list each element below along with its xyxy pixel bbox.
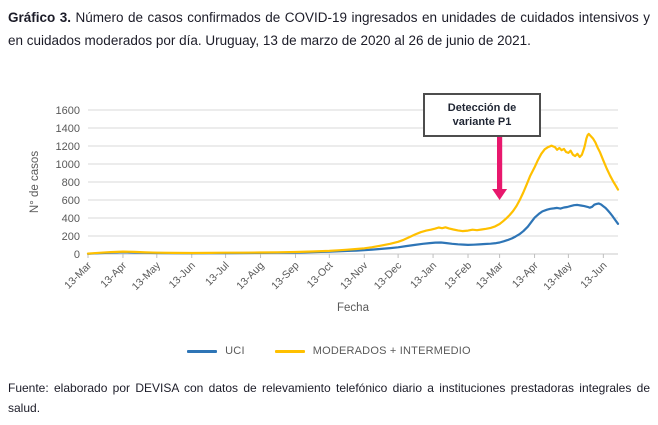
y-gridlines <box>88 109 618 255</box>
svg-text:13-Aug: 13-Aug <box>234 260 267 293</box>
svg-text:13-Jul: 13-Jul <box>203 260 232 289</box>
source-note: Fuente: elaborado por DEVISA con datos d… <box>8 381 650 415</box>
uci-line-swatch <box>187 349 218 353</box>
moderados-line-swatch <box>274 349 305 353</box>
legend-item-moderados: MODERADOS + INTERMEDIO <box>274 345 471 357</box>
svg-text:13-May: 13-May <box>541 259 575 293</box>
x-tick-labels: 13-Mar 13-Apr 13-May 13-Jun 13-Jul 13-Aug 13-S… <box>62 254 610 293</box>
svg-text:1400: 1400 <box>56 123 80 135</box>
legend-label-uci: UCI <box>225 345 245 357</box>
series-line-moderados-intermedio <box>86 132 620 255</box>
svg-text:13-May: 13-May <box>130 259 164 293</box>
figure-title-text: Número de casos confirmados de COVID-19 … <box>8 10 650 48</box>
variant-detection-arrow <box>492 137 508 200</box>
svg-text:13-Jun: 13-Jun <box>578 260 609 291</box>
legend-item-uci: UCI <box>187 345 245 357</box>
svg-text:13-Mar: 13-Mar <box>474 259 506 291</box>
svg-text:800: 800 <box>62 177 80 189</box>
svg-text:13-Dec: 13-Dec <box>372 260 404 292</box>
svg-text:400: 400 <box>62 213 80 225</box>
y-axis-title: N° de casos <box>29 151 41 213</box>
svg-text:13-Jan: 13-Jan <box>408 260 439 291</box>
svg-text:13-Jun: 13-Jun <box>167 260 198 291</box>
variant-p1-annotation: Detección de variante P1 <box>423 93 541 137</box>
svg-text:13-Apr: 13-Apr <box>510 259 541 290</box>
figure-title: Gráfico 3. Número de casos confirmados d… <box>8 6 650 52</box>
legend-label-moderados: MODERADOS + INTERMEDIO <box>312 345 471 357</box>
svg-text:13-Oct: 13-Oct <box>305 260 336 291</box>
svg-text:1600: 1600 <box>56 105 80 117</box>
chart-svg: 0 200 400 600 800 1000 1200 1400 1600 N° de casos… <box>29 105 620 293</box>
figure-title-label: Gráfico 3. <box>8 10 71 25</box>
svg-text:13-Sep: 13-Sep <box>269 260 302 293</box>
series-line-uci <box>86 202 620 255</box>
svg-text:0: 0 <box>74 249 80 261</box>
chart-figure: 0 200 400 600 800 1000 1200 1400 1600 N° de casos… <box>0 86 658 336</box>
svg-text:600: 600 <box>62 195 80 207</box>
x-axis-title: Fecha <box>337 302 369 314</box>
svg-text:13-Feb: 13-Feb <box>442 260 474 292</box>
chart-legend: UCI MODERADOS + INTERMEDIO <box>0 345 658 357</box>
svg-text:1200: 1200 <box>56 141 80 153</box>
svg-text:13-Mar: 13-Mar <box>62 259 94 291</box>
svg-text:200: 200 <box>62 231 80 243</box>
svg-text:13-Nov: 13-Nov <box>338 259 371 292</box>
svg-text:13-Apr: 13-Apr <box>98 259 129 290</box>
svg-text:1000: 1000 <box>56 159 80 171</box>
y-tick-labels: 0 200 400 600 800 1000 1200 1400 1600 <box>56 105 80 261</box>
